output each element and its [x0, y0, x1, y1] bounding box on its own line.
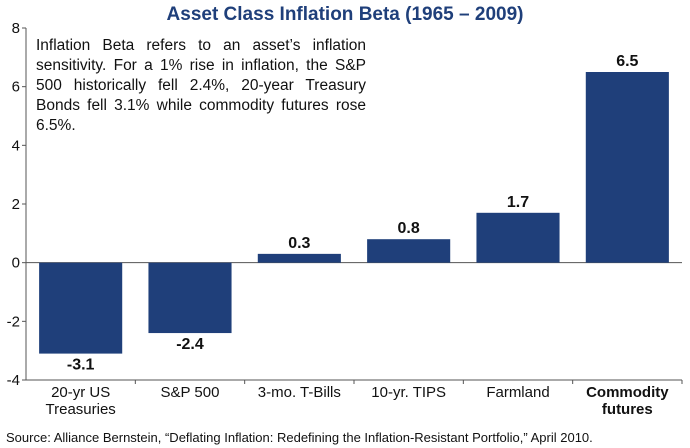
y-tick-label: 2 — [12, 196, 20, 213]
data-label: 0.8 — [398, 220, 420, 237]
bar — [39, 262, 123, 354]
bar — [585, 72, 669, 263]
x-tick-label: 3-mo. T-Bills — [258, 384, 341, 401]
bar — [257, 253, 341, 263]
y-tick-label: 8 — [12, 20, 20, 37]
bar — [476, 212, 560, 263]
y-tick-label: 6 — [12, 79, 20, 96]
x-tick-label: 10-yr. TIPS — [371, 384, 446, 401]
y-tick-label: 0 — [12, 255, 20, 272]
source-note: Source: Alliance Bernstein, “Deflating I… — [6, 430, 593, 445]
y-tick-label: 4 — [12, 137, 20, 154]
data-label: 6.5 — [616, 53, 638, 70]
bar — [367, 239, 451, 263]
data-label: 1.7 — [507, 194, 529, 211]
data-label: -3.1 — [67, 357, 95, 374]
bar — [148, 262, 232, 334]
data-label: -2.4 — [176, 336, 204, 353]
data-label: 0.3 — [288, 235, 310, 252]
x-tick-label: Commodity futures — [586, 384, 669, 418]
chart-axes: -4 -2 0 2 4 6 8 — [7, 20, 683, 389]
x-tick-label: S&P 500 — [161, 384, 220, 401]
y-tick-label: -4 — [7, 372, 20, 389]
chart-labels: -3.1 20-yr US Treasuries -2.4 S&P 500 0.3 3-mo… — [46, 53, 670, 418]
y-tick-label: -2 — [7, 313, 20, 330]
chart-annotation: Inflation Beta refers to an asset’s infl… — [36, 37, 366, 134]
chart-bars — [39, 72, 669, 354]
x-tick-label: 20-yr US Treasuries — [46, 384, 116, 418]
chart-title: Asset Class Inflation Beta (1965 – 2009) — [166, 4, 524, 25]
x-tick-label: Farmland — [486, 384, 549, 401]
